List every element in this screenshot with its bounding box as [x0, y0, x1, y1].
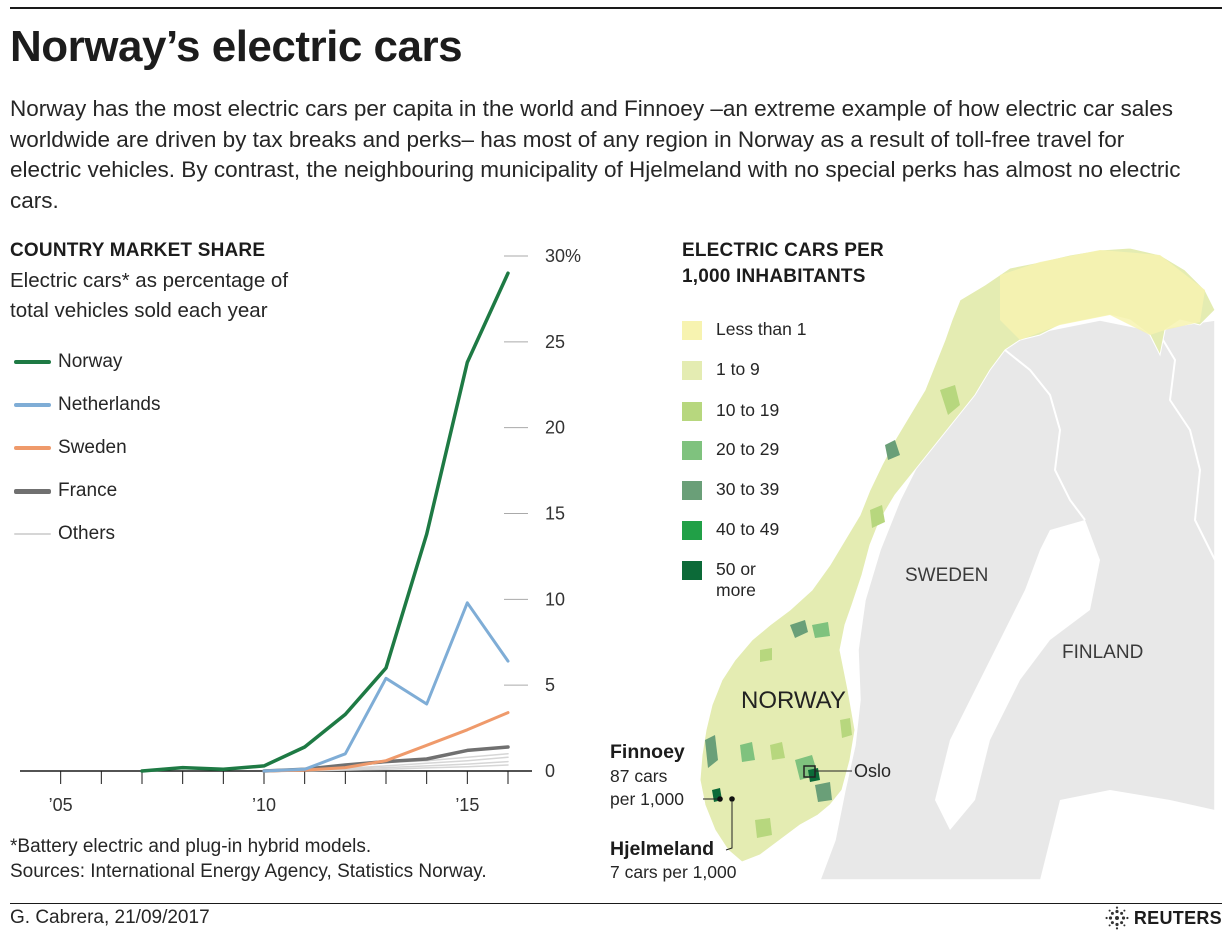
- y-tick-label: 5: [545, 675, 555, 695]
- map-legend-item: 50 or more: [682, 559, 756, 601]
- finland-label: FINLAND: [1062, 642, 1144, 663]
- baltic-sea: [1040, 790, 1215, 880]
- map-heading-line2: 1,000 INHABITANTS: [682, 266, 866, 287]
- gulf-of-bothnia: [935, 520, 1100, 830]
- map-legend-label: 20 to 29: [716, 439, 780, 459]
- legend-label-others: Others: [58, 523, 116, 544]
- legend-label-norway: Norway: [58, 351, 123, 372]
- legend-label-france: France: [58, 480, 118, 501]
- legend-swatch-sweden: [14, 446, 51, 450]
- map-legend-item: 20 to 29: [682, 439, 779, 460]
- legend-label-netherlands: Netherlands: [58, 394, 161, 415]
- line-chart: 0 5 10 15 20 25 30% ’05 ’10 ’15: [20, 246, 581, 815]
- map-legend-swatch: [682, 361, 702, 380]
- map-legend-label: 50 or more: [716, 559, 756, 601]
- finnoey-line2: per 1,000: [610, 789, 684, 809]
- chart-heading: COUNTRY MARKET SHARE: [10, 240, 266, 261]
- y-tick-label: 10: [545, 589, 565, 609]
- map-legend-swatch: [682, 561, 702, 580]
- sweden-finland-border: [1004, 349, 1086, 521]
- x-tick-label: ’10: [252, 795, 276, 815]
- finnoey-line1: 87 cars: [610, 766, 668, 786]
- legend-item-netherlands: Netherlands: [14, 393, 160, 417]
- legend-item-sweden: Sweden: [14, 436, 127, 460]
- map-legend-swatch: [682, 441, 702, 460]
- map-legend-label: 40 to 49: [716, 519, 780, 539]
- hjelmeland-title: Hjelmeland: [610, 838, 715, 860]
- map-legend-label: 10 to 19: [716, 400, 780, 420]
- map-legend-label: 30 to 39: [716, 479, 780, 499]
- map-legend-item: 10 to 19: [682, 400, 779, 421]
- legend-swatch-france: [14, 488, 51, 494]
- map-legend-label: 1 to 9: [716, 359, 760, 379]
- map-legend-swatch: [682, 402, 702, 421]
- page-title: Norway’s electric cars: [10, 22, 463, 71]
- y-tick-label: 30%: [545, 246, 581, 266]
- map-legend-item: Less than 1: [682, 319, 806, 340]
- map-legend-label: Less than 1: [716, 319, 807, 339]
- map-legend-item: 30 to 39: [682, 479, 779, 500]
- sweden-label: SWEDEN: [905, 565, 989, 586]
- hjelmeland-leader-line: [725, 802, 733, 851]
- legend-swatch-netherlands: [14, 403, 51, 407]
- map-legend-label-line2: more: [716, 580, 756, 600]
- northern-norway-pale: [1000, 250, 1205, 340]
- municipality-patches: [705, 385, 960, 838]
- legend-item-others: Others: [14, 522, 115, 546]
- map-legend-swatch: [682, 321, 702, 340]
- finland-russia-border: [1159, 334, 1216, 561]
- hjelmeland-line1: 7 cars per 1,000: [610, 862, 737, 882]
- x-tick-label: ’05: [49, 795, 73, 815]
- legend-swatch-others: [14, 533, 51, 535]
- map-legend-swatch: [682, 521, 702, 540]
- y-tick-label: 0: [545, 761, 555, 781]
- map-legend-label-line1: 50 or: [716, 559, 756, 579]
- chart-subheading-line2: total vehicles sold each year: [10, 299, 268, 322]
- footnote: *Battery electric and plug-in hybrid mod…: [10, 836, 372, 857]
- norway-label: NORWAY: [741, 687, 846, 714]
- reuters-logo: REUTERS: [1105, 906, 1222, 930]
- reuters-wordmark: REUTERS: [1133, 907, 1222, 928]
- x-tick-label: ’15: [455, 795, 479, 815]
- finnoey-dot: [717, 796, 723, 802]
- oslo-label: Oslo: [854, 761, 892, 781]
- legend-swatch-norway: [14, 360, 51, 364]
- finnoey-title: Finnoey: [610, 741, 685, 763]
- series-line-netherlands: [262, 601, 510, 773]
- intro-paragraph: Norway has the most electric cars per ca…: [10, 96, 1181, 213]
- bottom-rule: [10, 903, 1222, 904]
- top-rule: [10, 7, 1222, 9]
- reuters-logo-icon: [1105, 906, 1129, 930]
- y-tick-label: 25: [545, 332, 565, 352]
- sweden-finland-landmass: [818, 319, 1216, 881]
- sources: Sources: International Energy Agency, St…: [10, 861, 487, 882]
- map-legend-item: 40 to 49: [682, 519, 779, 540]
- credit: G. Cabrera, 21/09/2017: [10, 907, 210, 928]
- legend-label-sweden: Sweden: [58, 437, 127, 458]
- map-legend-item: 1 to 9: [682, 359, 760, 380]
- y-tick-label: 20: [545, 418, 565, 438]
- map-heading-line1: ELECTRIC CARS PER: [682, 240, 884, 261]
- legend-item-france: France: [14, 479, 117, 503]
- hjelmeland-dot: [729, 796, 735, 802]
- y-tick-label: 15: [545, 504, 565, 524]
- map-legend-swatch: [682, 481, 702, 500]
- legend-item-norway: Norway: [14, 350, 122, 374]
- series-line-norway: [140, 271, 510, 773]
- chart-subheading-line1: Electric cars* as percentage of: [10, 269, 289, 292]
